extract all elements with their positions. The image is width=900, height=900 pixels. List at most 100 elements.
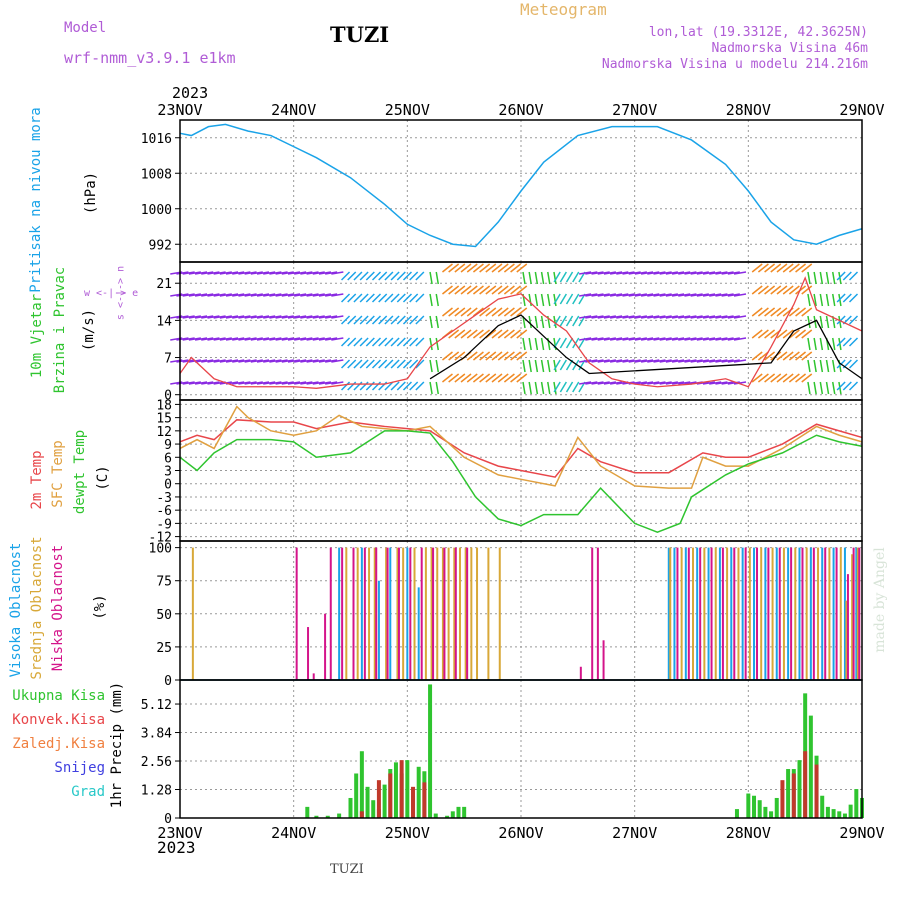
y-tick-label: 21 [156,277,172,292]
wind-vector [341,315,351,325]
wind-vector [801,351,813,361]
station-title: TUZI [330,22,390,47]
wind-vector [188,293,201,297]
wind-vector [764,351,776,361]
wind-vector [634,271,648,275]
wind-vector [182,315,195,319]
y-tick-label: 3.84 [141,727,172,742]
wind-vector [819,381,824,395]
precip-bar [314,815,319,818]
wind-vector [325,359,338,363]
wind-vector [825,381,830,395]
wind-vector [665,293,678,297]
y-tick-label: 0 [164,674,172,689]
y-tick-label: 992 [149,238,172,253]
wind-vector [250,337,263,341]
wind-vector [510,351,522,361]
y-tick-label: 18 [156,398,172,413]
wind-vector [312,359,325,363]
wind-vector [269,293,282,297]
wind-vector [454,307,466,317]
wind-vector [842,381,852,391]
wind-vector [510,263,522,273]
wind-vector [182,293,195,297]
wind-vector [751,307,763,317]
elevation-model-label: Nadmorska Visina u modelu 214.216m [601,57,868,72]
wind-vector [232,337,245,341]
time-tick-label-top: 26NOV [498,101,543,119]
wind-vector [848,315,859,325]
wind-vector [225,271,239,275]
time-tick-label-top: 29NOV [839,101,884,119]
wind-vector [371,381,382,391]
wind-vector [727,337,740,341]
wind-vector [585,293,598,297]
wind-vector [378,337,388,347]
wind-vector [634,381,648,385]
wind-vector [565,315,574,327]
wind-vector [665,337,678,341]
wind-vector [653,381,666,385]
wind-vector [534,359,539,373]
wind-vector [684,315,697,319]
wind-vector [454,329,466,339]
wind-vector [300,359,313,363]
wind-vector [715,359,728,363]
series-line-brzina [179,276,863,389]
wind-vector [684,293,697,297]
model-label: Model [64,20,107,36]
wind-vector [331,381,344,385]
wind-vector [365,293,375,303]
wind-vector [497,263,509,273]
wind-vector [294,381,307,385]
precip-bar [348,797,353,818]
wind-vector [359,381,369,391]
wind-vector [365,315,375,325]
wind-vector [510,373,522,383]
wind-vector [565,381,574,393]
wind-vector [176,381,189,385]
wind-vector [472,351,484,361]
wind-vector [472,263,484,273]
elevation-label: Nadmorska Visina 46m [711,41,868,56]
precip-bar [428,684,433,818]
wind-vector [244,381,257,385]
precip-bar [734,809,739,818]
wind-vector [232,359,245,363]
wind-vector [347,359,357,369]
wind-vector [727,381,740,385]
wind-vector [213,271,226,275]
wind-vector [510,329,522,339]
wind-vector [540,293,545,307]
wind-vector [454,351,466,361]
precip-bar [365,786,370,818]
y-tick-label: -6 [156,504,172,519]
wind-vector [378,315,388,325]
wind-vector [579,381,592,385]
wind-vector [659,293,672,297]
wind-vector [764,285,776,295]
y-tick-label: 1016 [141,132,172,147]
wind-vector [733,359,747,363]
precip-total: Ukupna Kisa [12,688,105,704]
wind-vector [435,359,440,373]
wind-vector [534,315,539,329]
wind-vector [616,271,629,275]
wind-vector [559,337,567,349]
wind-vector [479,373,491,383]
wind-vector [622,337,635,341]
wind-vector [628,271,641,275]
wind-vector [275,293,288,297]
wind-vector [553,271,557,285]
wind-vector [479,307,491,317]
wind-vector [659,337,672,341]
wind-vector [795,307,807,317]
wind-vector [801,329,813,339]
precip-bar [825,806,830,818]
wind-vector [721,271,734,275]
wind-vector [441,263,453,273]
precip-bar [769,811,774,818]
wind-vector [219,337,232,341]
wind-vector [479,329,491,339]
wind-vector [721,381,734,385]
